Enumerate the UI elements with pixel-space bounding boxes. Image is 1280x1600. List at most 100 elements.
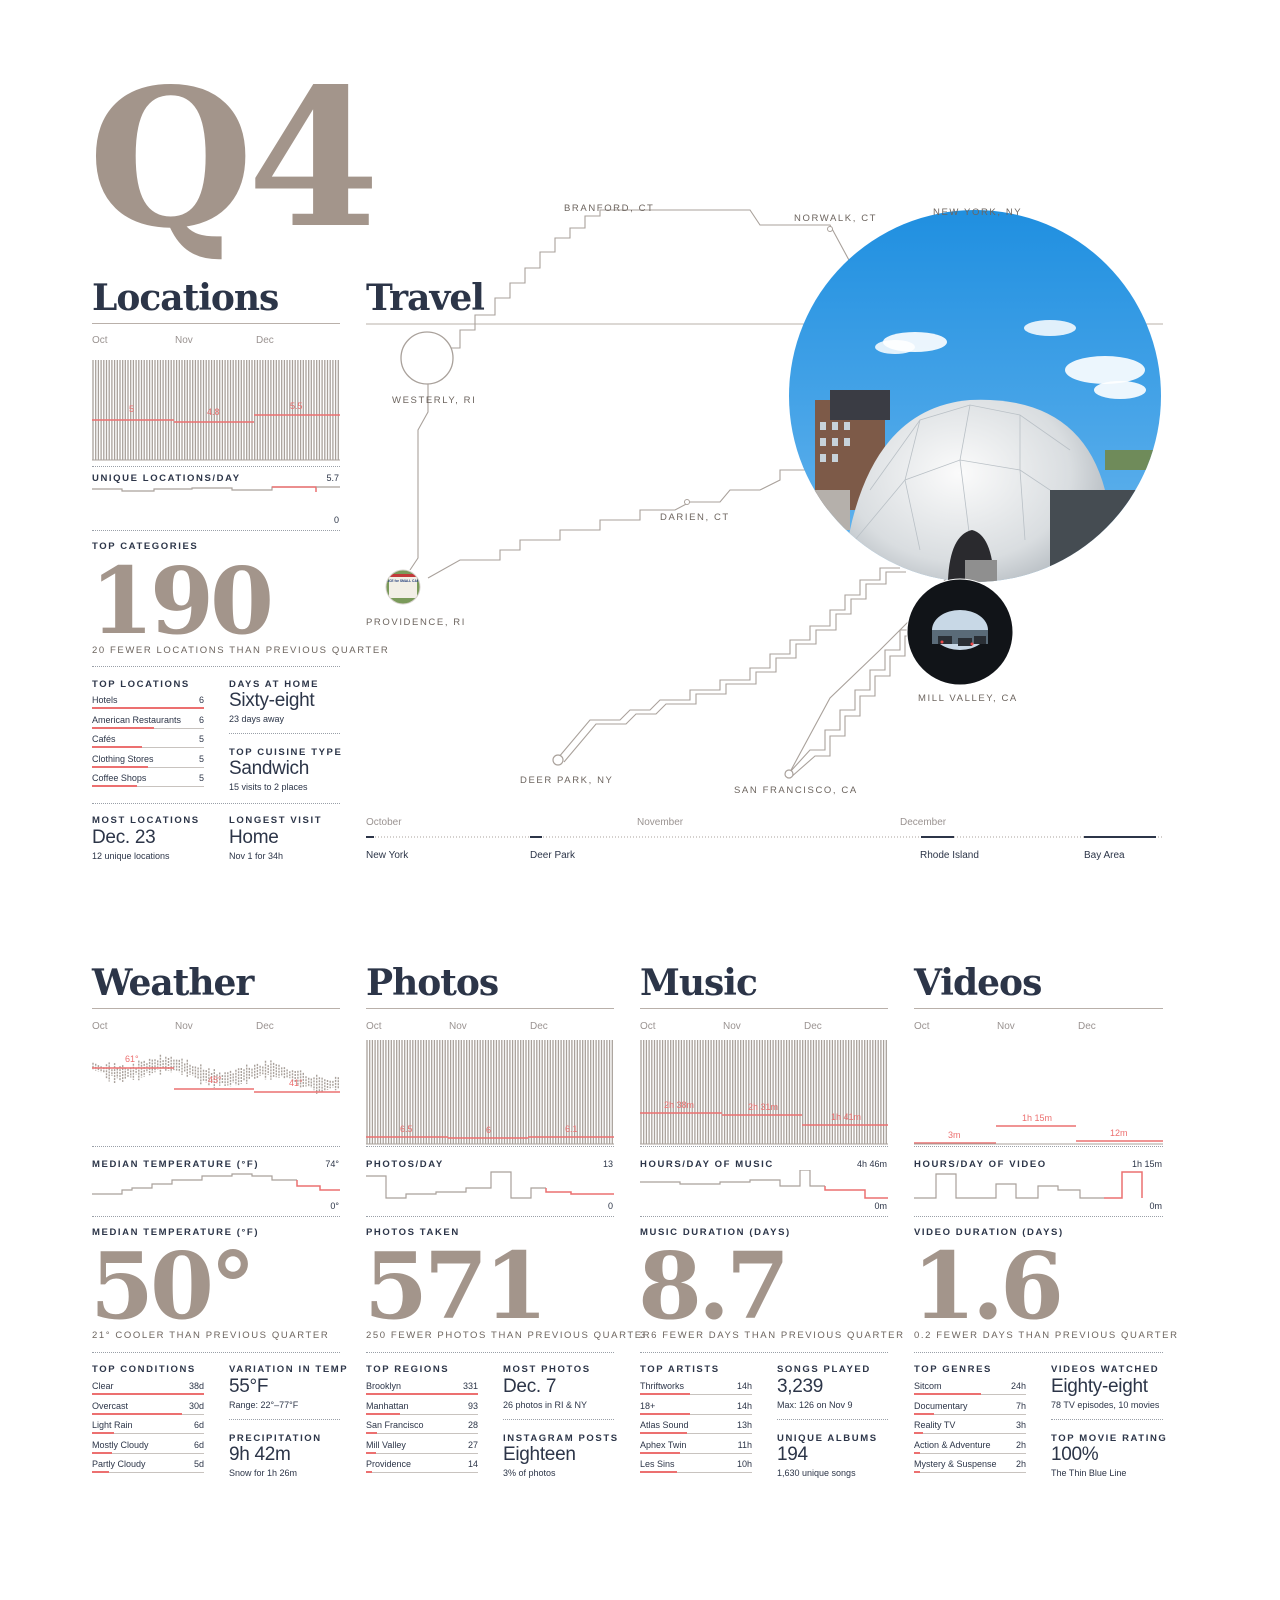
list-item: Brooklyn 331: [366, 1379, 478, 1399]
music-r1-value: 3,239: [777, 1376, 824, 1397]
music-month-nov: Nov: [723, 1021, 741, 1032]
videos-metric-min: 0m: [1149, 1201, 1162, 1211]
list-item-label: Mystery & Suspense: [914, 1459, 997, 1469]
music-baseline: [640, 1146, 888, 1147]
weather-divider-2: [92, 1352, 340, 1353]
locations-title: Locations: [92, 277, 279, 319]
list-item-track: [92, 766, 204, 768]
list-item-bar: [914, 1412, 935, 1415]
list-item-track: [914, 1452, 1026, 1454]
photos-big-label: PHOTOS TAKEN: [366, 1227, 460, 1238]
list-item-track: [92, 1433, 204, 1434]
locations-avg-label-1: 5: [129, 404, 134, 414]
list-item-track: [92, 1472, 204, 1473]
music-divider-2: [640, 1352, 888, 1353]
weather-divider: [92, 1216, 340, 1217]
locations-divider-3: [92, 803, 340, 804]
list-item-label: Clothing Stores: [92, 753, 154, 764]
list-item: San Francisco 28: [366, 1418, 478, 1438]
weather-avg-label-3: 41°: [289, 1078, 303, 1088]
list-item-bar: [92, 1471, 109, 1473]
list-item-label: Action & Adventure: [914, 1439, 991, 1450]
weather-metric-max: 74°: [325, 1159, 339, 1169]
list-item-track: [640, 1472, 752, 1473]
list-item-value: 7h: [1015, 1400, 1026, 1411]
weather-r1-label: VARIATION IN TEMP: [229, 1364, 349, 1375]
videos-r1-sub: 78 TV episodes, 10 movies: [1051, 1400, 1160, 1410]
new-york-photo: [789, 210, 1161, 582]
list-item-value: 14h: [736, 1381, 752, 1391]
videos-month-dec: Dec: [1078, 1021, 1096, 1032]
list-item-bar: [366, 1432, 378, 1434]
mill-valley-photo: [907, 579, 1013, 685]
weather-big-number: 50°: [90, 1232, 256, 1340]
music-r2-sub: 1,630 unique songs: [777, 1468, 856, 1478]
videos-rule: [914, 1008, 1163, 1009]
videos-comparison: 0.2 FEWER DAYS THAN PREVIOUS QUARTER: [914, 1330, 1179, 1341]
travel-route-map: This SPACE for SMALL CARS ONLY: [366, 209, 1163, 779]
list-item-bar: [640, 1412, 691, 1415]
photos-r2-sub: 3% of photos: [503, 1468, 556, 1478]
photos-divider-2: [366, 1352, 614, 1353]
music-divider: [640, 1216, 888, 1217]
music-r1-label: SONGS PLAYED: [777, 1364, 871, 1375]
list-item-label: Brooklyn: [366, 1381, 402, 1391]
weather-comparison: 21° COOLER THAN PREVIOUS QUARTER: [92, 1330, 330, 1341]
music-big-label: MUSIC DURATION (DAYS): [640, 1227, 791, 1238]
list-item-value: 13h: [736, 1420, 752, 1430]
top-locations-list: Hotels 6 American Restaurants 6 Cafés 5 Clothi…: [92, 693, 204, 797]
photos-r1-label: MOST PHOTOS: [503, 1364, 591, 1375]
list-item: Clothing Stores 5: [92, 752, 204, 772]
list-item: Hotels 6: [92, 693, 204, 713]
list-item-value: 6: [198, 714, 204, 725]
videos-r1-label: VIDEOS WATCHED: [1051, 1364, 1160, 1375]
locations-step-line: [92, 486, 340, 492]
music-step-line: [640, 1170, 888, 1199]
music-title: Music: [640, 962, 758, 1004]
list-item-value: 28: [467, 1420, 478, 1430]
list-item-label: Cafés: [92, 734, 116, 744]
photos-month-dec: Dec: [530, 1021, 548, 1032]
most-locations-label: MOST LOCATIONS: [92, 815, 200, 826]
weather-r2-label: PRECIPITATION: [229, 1433, 322, 1444]
photos-metric-max: 13: [602, 1159, 613, 1169]
timeline-october: October: [366, 817, 402, 828]
photos-avg-label-2: 6: [486, 1125, 491, 1135]
list-item-track: [640, 1413, 752, 1415]
videos-month-nov: Nov: [997, 1021, 1015, 1032]
list-item-bar: [92, 785, 137, 787]
videos-daily-bars: 3m 1h 15m 12m: [914, 1113, 1163, 1145]
timeline-november: November: [637, 817, 684, 828]
list-item: Reality TV 3h: [914, 1418, 1026, 1438]
list-item-track: [640, 1394, 752, 1395]
weather-rule: [92, 1008, 340, 1009]
days-home-sub: 23 days away: [229, 714, 285, 724]
list-item-bar: [640, 1451, 681, 1454]
city-branford: BRANFORD, CT: [564, 203, 655, 214]
list-item: Overcast 30d: [92, 1399, 204, 1419]
photos-big-number: 571: [364, 1232, 548, 1340]
locations-right-divider: [229, 733, 340, 734]
videos-r2-value: 100%: [1051, 1444, 1099, 1465]
weather-top-label: TOP CONDITIONS: [92, 1364, 196, 1375]
locations-month-nov: Nov: [175, 335, 193, 346]
longest-visit-value: Home: [229, 827, 279, 848]
travel-title: Travel: [366, 277, 485, 319]
list-item-value: 6d: [193, 1439, 204, 1450]
list-item-label: Mostly Cloudy: [92, 1439, 149, 1450]
list-item-bar: [914, 1451, 920, 1454]
list-item-bar: [92, 765, 148, 768]
music-rule: [640, 1008, 888, 1009]
videos-right-divider: [1051, 1419, 1163, 1420]
list-item-bar: [640, 1471, 677, 1473]
locations-divider: [92, 530, 340, 531]
list-item-value: 5: [198, 753, 204, 764]
photos-rule: [366, 1008, 614, 1009]
music-metric-min: 0m: [874, 1201, 887, 1211]
music-comparison: 3.6 FEWER DAYS THAN PREVIOUS QUARTER: [640, 1330, 905, 1341]
locations-bars-baseline: [92, 466, 340, 467]
locations-metric-min: 0: [333, 515, 339, 525]
list-item-label: Thriftworks: [640, 1381, 685, 1391]
music-avg-label-1: 2h 38m: [664, 1100, 694, 1110]
city-sanfrancisco: SAN FRANCISCO, CA: [734, 785, 858, 796]
